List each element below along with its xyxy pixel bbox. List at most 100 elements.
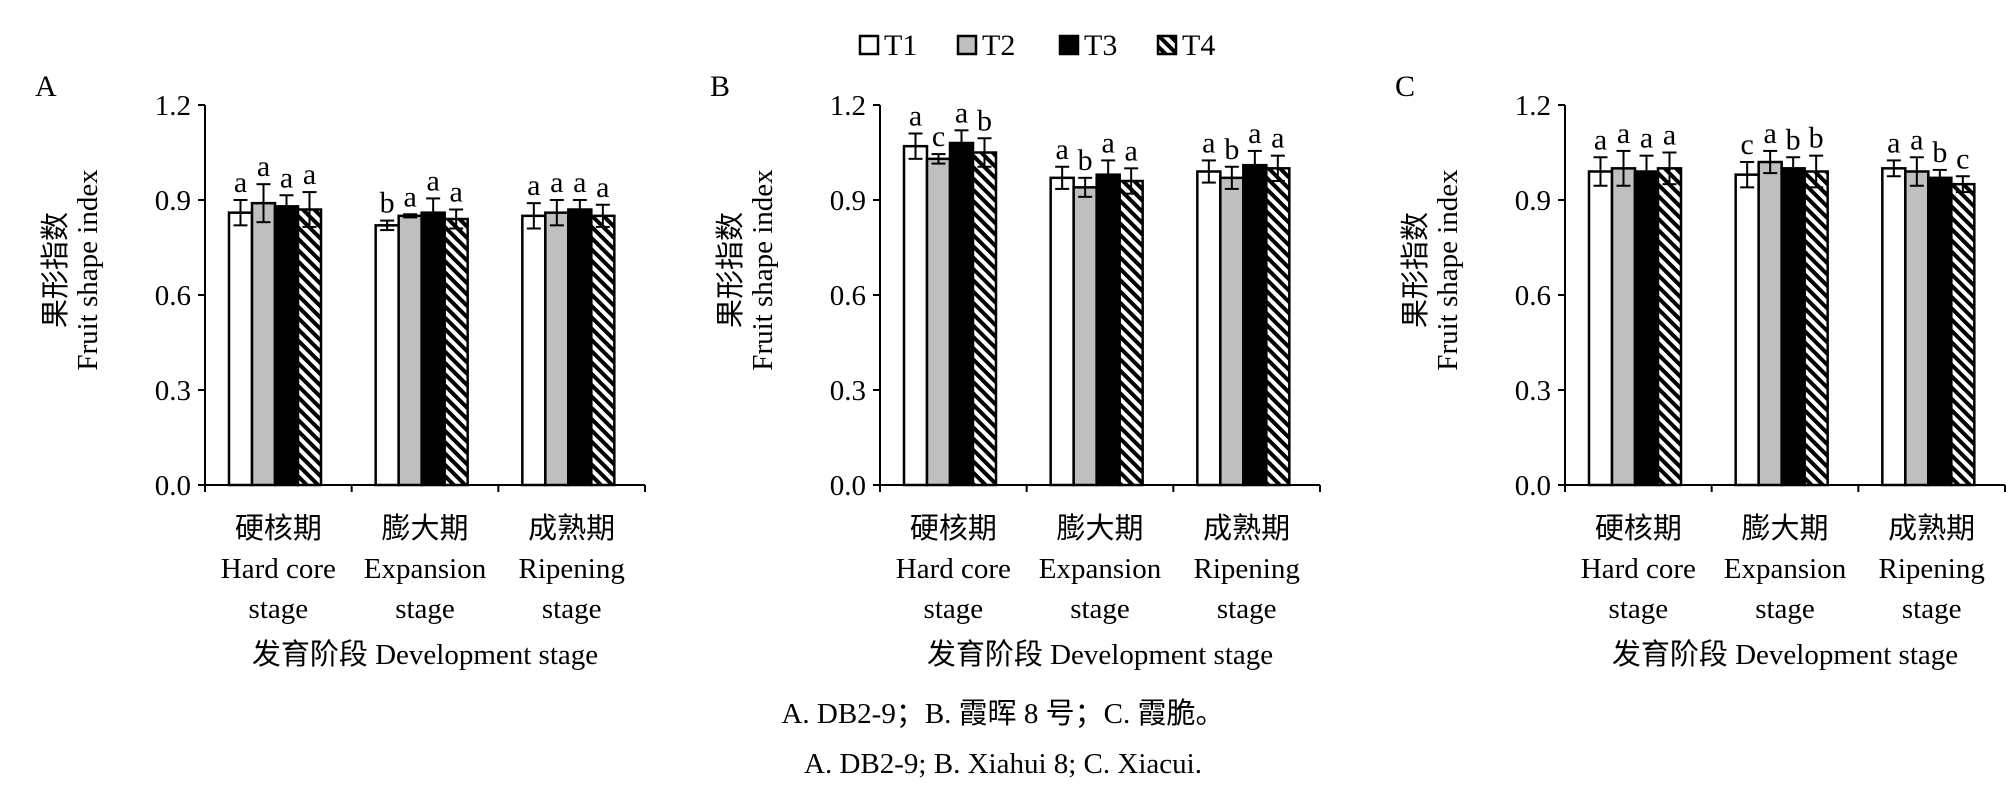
y-axis-title-en: Fruit shape index	[747, 169, 779, 371]
category-label-en: Ripening	[518, 553, 624, 585]
significance-letter: c	[932, 120, 945, 153]
category-label-cn: 硬核期	[1595, 512, 1682, 545]
bar-t2	[1757, 160, 1783, 487]
y-tick-label: 0.3	[830, 375, 866, 407]
x-axis-title: 发育阶段 Development stage	[1612, 638, 1958, 671]
category-label-stage: stage	[1755, 593, 1815, 625]
y-tick-label: 0.9	[830, 185, 866, 217]
significance-letter: a	[1663, 119, 1676, 152]
significance-letter: b	[1932, 136, 1947, 169]
y-axis-title-cn: 果形指数	[39, 212, 72, 328]
significance-letter: a	[550, 166, 563, 199]
category-label-en: Hard core	[896, 553, 1011, 585]
category-label-stage: stage	[924, 593, 984, 625]
bar-t4	[1803, 170, 1829, 487]
significance-letter: a	[1617, 117, 1630, 150]
bar-t3	[1095, 173, 1121, 487]
significance-letter: a	[427, 164, 440, 197]
panel-label: B	[710, 70, 730, 103]
bar-t4	[443, 217, 469, 487]
bar-t4	[590, 214, 616, 487]
y-tick-label: 0.0	[155, 470, 191, 502]
y-axis-title-cn: 果形指数	[714, 212, 747, 328]
legend-label-t2: T2	[982, 29, 1015, 62]
bar-t3	[1242, 163, 1268, 487]
category-label-en: Ripening	[1193, 553, 1299, 585]
category-label-cn: 硬核期	[910, 512, 997, 545]
bar-t3	[1780, 167, 1806, 487]
significance-letter: a	[280, 161, 293, 194]
significance-letter: a	[303, 158, 316, 191]
category-label-stage: stage	[249, 593, 309, 625]
significance-letter: a	[234, 166, 247, 199]
significance-letter: a	[1640, 122, 1653, 155]
bar-t4	[971, 151, 998, 487]
significance-letter: a	[909, 100, 922, 133]
panel-label: A	[35, 70, 57, 103]
bar-t2	[1610, 167, 1637, 487]
legend-label-t1: T1	[884, 29, 917, 62]
y-tick-label: 1.2	[830, 90, 866, 122]
y-tick-label: 1.2	[155, 90, 191, 122]
bar-t1	[374, 224, 400, 487]
significance-letter: a	[1271, 122, 1284, 155]
category-label-cn: 膨大期	[381, 512, 468, 545]
figure-caption-chinese: A. DB2-9；B. 霞晖 8 号；C. 霞脆。	[781, 698, 1225, 730]
y-tick-label: 0.0	[1515, 470, 1551, 502]
bar-t1	[1734, 173, 1760, 487]
legend-swatch-t2	[956, 34, 978, 56]
y-axis-title-cn: 果形指数	[1399, 212, 1432, 328]
legend-label-t4: T4	[1182, 29, 1215, 62]
bar-t1	[1196, 170, 1222, 487]
category-label-stage: stage	[1217, 593, 1277, 625]
y-tick-label: 0.9	[1515, 185, 1551, 217]
category-label-cn: 膨大期	[1056, 512, 1143, 545]
legend-swatch-t4	[1156, 34, 1178, 56]
y-tick-label: 0.0	[830, 470, 866, 502]
significance-letter: a	[1202, 126, 1215, 159]
category-label-stage: stage	[395, 593, 455, 625]
bar-t3	[567, 208, 593, 487]
category-label-cn: 硬核期	[235, 512, 322, 545]
significance-letter: b	[1078, 144, 1093, 177]
bar-t3	[1633, 170, 1660, 487]
y-tick-label: 0.9	[155, 185, 191, 217]
bar-t4	[1950, 182, 1976, 487]
y-tick-label: 1.2	[1515, 90, 1551, 122]
significance-letter: c	[1741, 128, 1754, 161]
significance-letter: a	[1887, 126, 1900, 159]
bar-t3	[948, 141, 975, 487]
legend-swatch-t1	[858, 34, 880, 56]
bar-t1	[1881, 167, 1907, 487]
significance-letter: a	[1102, 126, 1115, 159]
significance-letter: a	[450, 176, 463, 209]
category-label-cn: 膨大期	[1741, 512, 1828, 545]
legend: T1 T2 T3 T4	[858, 29, 1215, 62]
bar-t4	[1656, 167, 1683, 487]
significance-letter: a	[1248, 117, 1261, 150]
significance-letter: a	[257, 150, 270, 183]
y-tick-label: 0.6	[1515, 280, 1551, 312]
significance-letter: b	[977, 104, 992, 137]
significance-letter: c	[1956, 142, 1969, 175]
bar-t3	[420, 211, 446, 487]
y-tick-label: 0.3	[1515, 375, 1551, 407]
bar-t3	[1927, 176, 1953, 487]
bar-t1	[227, 211, 254, 487]
y-tick-label: 0.6	[830, 280, 866, 312]
significance-letter: a	[1764, 117, 1777, 150]
significance-letter: a	[573, 166, 586, 199]
bar-t1	[1049, 176, 1075, 487]
legend-label-t3: T3	[1084, 29, 1117, 62]
category-label-stage: stage	[1070, 593, 1130, 625]
significance-letter: a	[527, 169, 540, 202]
bar-t2	[1904, 170, 1930, 487]
y-tick-label: 0.3	[155, 375, 191, 407]
bar-t4	[1265, 167, 1291, 487]
category-label-cn: 成熟期	[1203, 512, 1290, 545]
significance-letter: b	[1809, 122, 1824, 155]
